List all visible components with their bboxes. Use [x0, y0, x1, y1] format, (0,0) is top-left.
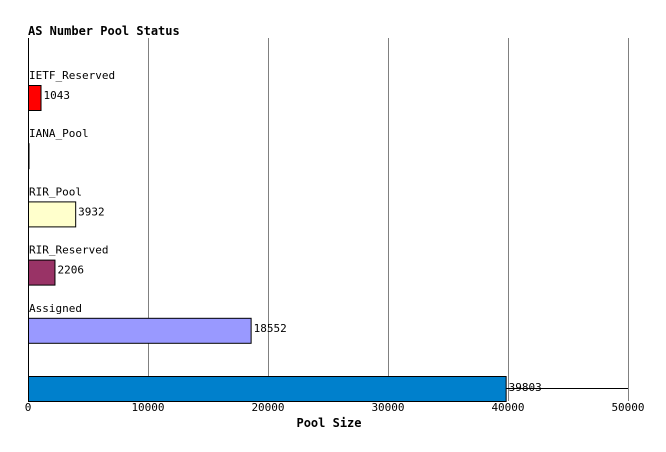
category-label: IANA_Pool [29, 127, 89, 140]
x-tick-label: 10000 [131, 401, 164, 414]
value-label: 39803 [509, 381, 542, 394]
x-axis-ticks: 0 10000 20000 30000 40000 50000 [25, 401, 645, 414]
category-label: Assigned [29, 302, 82, 315]
category-label: RIR_Pool [29, 185, 82, 198]
bars: IETF_Reserved 1043 IANA_Pool RIR_Pool 3932 RI… [28, 69, 628, 402]
grid [28, 38, 629, 401]
x-axis-label: Pool Size [296, 416, 361, 430]
chart-title: AS Number Pool Status [28, 24, 180, 38]
x-tick-label: 40000 [491, 401, 524, 414]
x-tick-label: 50000 [611, 401, 644, 414]
bar-RIR_Reserved [28, 259, 56, 286]
x-tick-label: 0 [25, 401, 32, 414]
x-tick-label: 20000 [251, 401, 284, 414]
value-label: 18552 [254, 322, 287, 335]
bar-IETF_Reserved [28, 85, 42, 111]
bar-IANA_Pool [28, 143, 30, 170]
x-tick-label: 30000 [371, 401, 404, 414]
bar-Assigned [28, 317, 252, 344]
bar-total [28, 376, 507, 402]
value-label: 1043 [44, 89, 71, 102]
bar-RIR_Pool [28, 201, 77, 228]
value-label: 2206 [57, 264, 84, 277]
value-label: 3932 [78, 205, 105, 218]
category-label: RIR_Reserved [29, 244, 108, 257]
category-label: IETF_Reserved [29, 69, 115, 82]
